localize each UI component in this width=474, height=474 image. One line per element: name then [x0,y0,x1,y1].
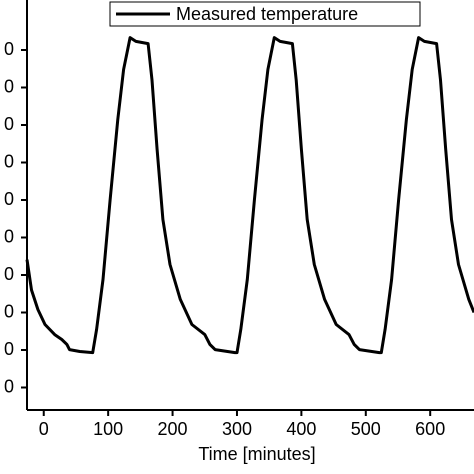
y-tick-label: 0 [4,339,14,359]
y-tick-label: 0 [4,226,14,246]
y-tick-label: 0 [4,264,14,284]
y-tick-label: 0 [4,76,14,96]
x-axis-label: Time [minutes] [198,444,315,464]
y-tick-label: 0 [4,189,14,209]
y-tick-label: 0 [4,301,14,321]
y-tick-label: 0 [4,114,14,134]
data-line [25,36,474,355]
x-tick-label: 0 [39,419,49,439]
y-tick-label: 0 [4,376,14,396]
y-tick-label: 0 [4,151,14,171]
x-tick-label: 400 [286,419,316,439]
x-tick-label: 200 [158,419,188,439]
y-tick-label: 0 [4,39,14,59]
x-tick-label: 600 [415,419,445,439]
x-tick-label: 500 [351,419,381,439]
legend-label: Measured temperature [176,4,358,24]
x-tick-label: 100 [93,419,123,439]
x-tick-label: 300 [222,419,252,439]
